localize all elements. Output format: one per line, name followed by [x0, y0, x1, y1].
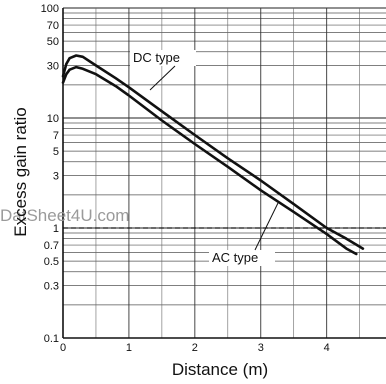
x-axis-title: Distance (m)	[172, 360, 268, 379]
y-tick-label: 0.1	[44, 333, 59, 345]
y-tick-label: 70	[47, 20, 59, 32]
y-axis-title: Excess gain ratio	[11, 107, 30, 236]
y-tick-label: 5	[53, 146, 59, 158]
y-tick-label: 0.5	[44, 256, 59, 268]
annotation-leader	[149, 65, 176, 91]
dc-type-line	[61, 54, 365, 250]
x-tick-label: 0	[60, 342, 66, 354]
x-tick-label: 2	[192, 342, 198, 354]
y-tick-label: 30	[47, 61, 59, 73]
annotation-bg	[209, 250, 275, 266]
y-tick-label: 1	[53, 223, 59, 235]
y-tick-label: 0.3	[44, 281, 59, 293]
annotation-leader	[254, 202, 279, 251]
grid	[62, 7, 386, 339]
y-tick-label: 50	[47, 36, 59, 48]
dc-type-annotation: DC type	[133, 50, 180, 65]
y-tick-label: 3	[53, 171, 59, 183]
x-tick-label: 3	[258, 342, 264, 354]
ac-type-annotation: AC type	[212, 250, 258, 265]
watermark: DatSheet4U.com	[0, 206, 129, 225]
ac-type-line	[61, 65, 358, 256]
y-axis-ticks: 100 70 50 30 10 7 5 3 1 0.7 0.5 0.3 0.1	[41, 3, 59, 345]
y-tick-label: 0.7	[44, 240, 59, 252]
x-axis-ticks: 0 1 2 3 4	[60, 342, 330, 354]
y-tick-label: 100	[41, 3, 59, 15]
annotations: DC type AC type	[130, 50, 279, 266]
annotation-bg	[130, 50, 196, 66]
y-tick-label: 10	[47, 113, 59, 125]
y-tick-label: 7	[53, 130, 59, 142]
x-tick-label: 4	[324, 342, 330, 354]
x-tick-label: 1	[126, 342, 132, 354]
series-layer	[61, 54, 365, 256]
